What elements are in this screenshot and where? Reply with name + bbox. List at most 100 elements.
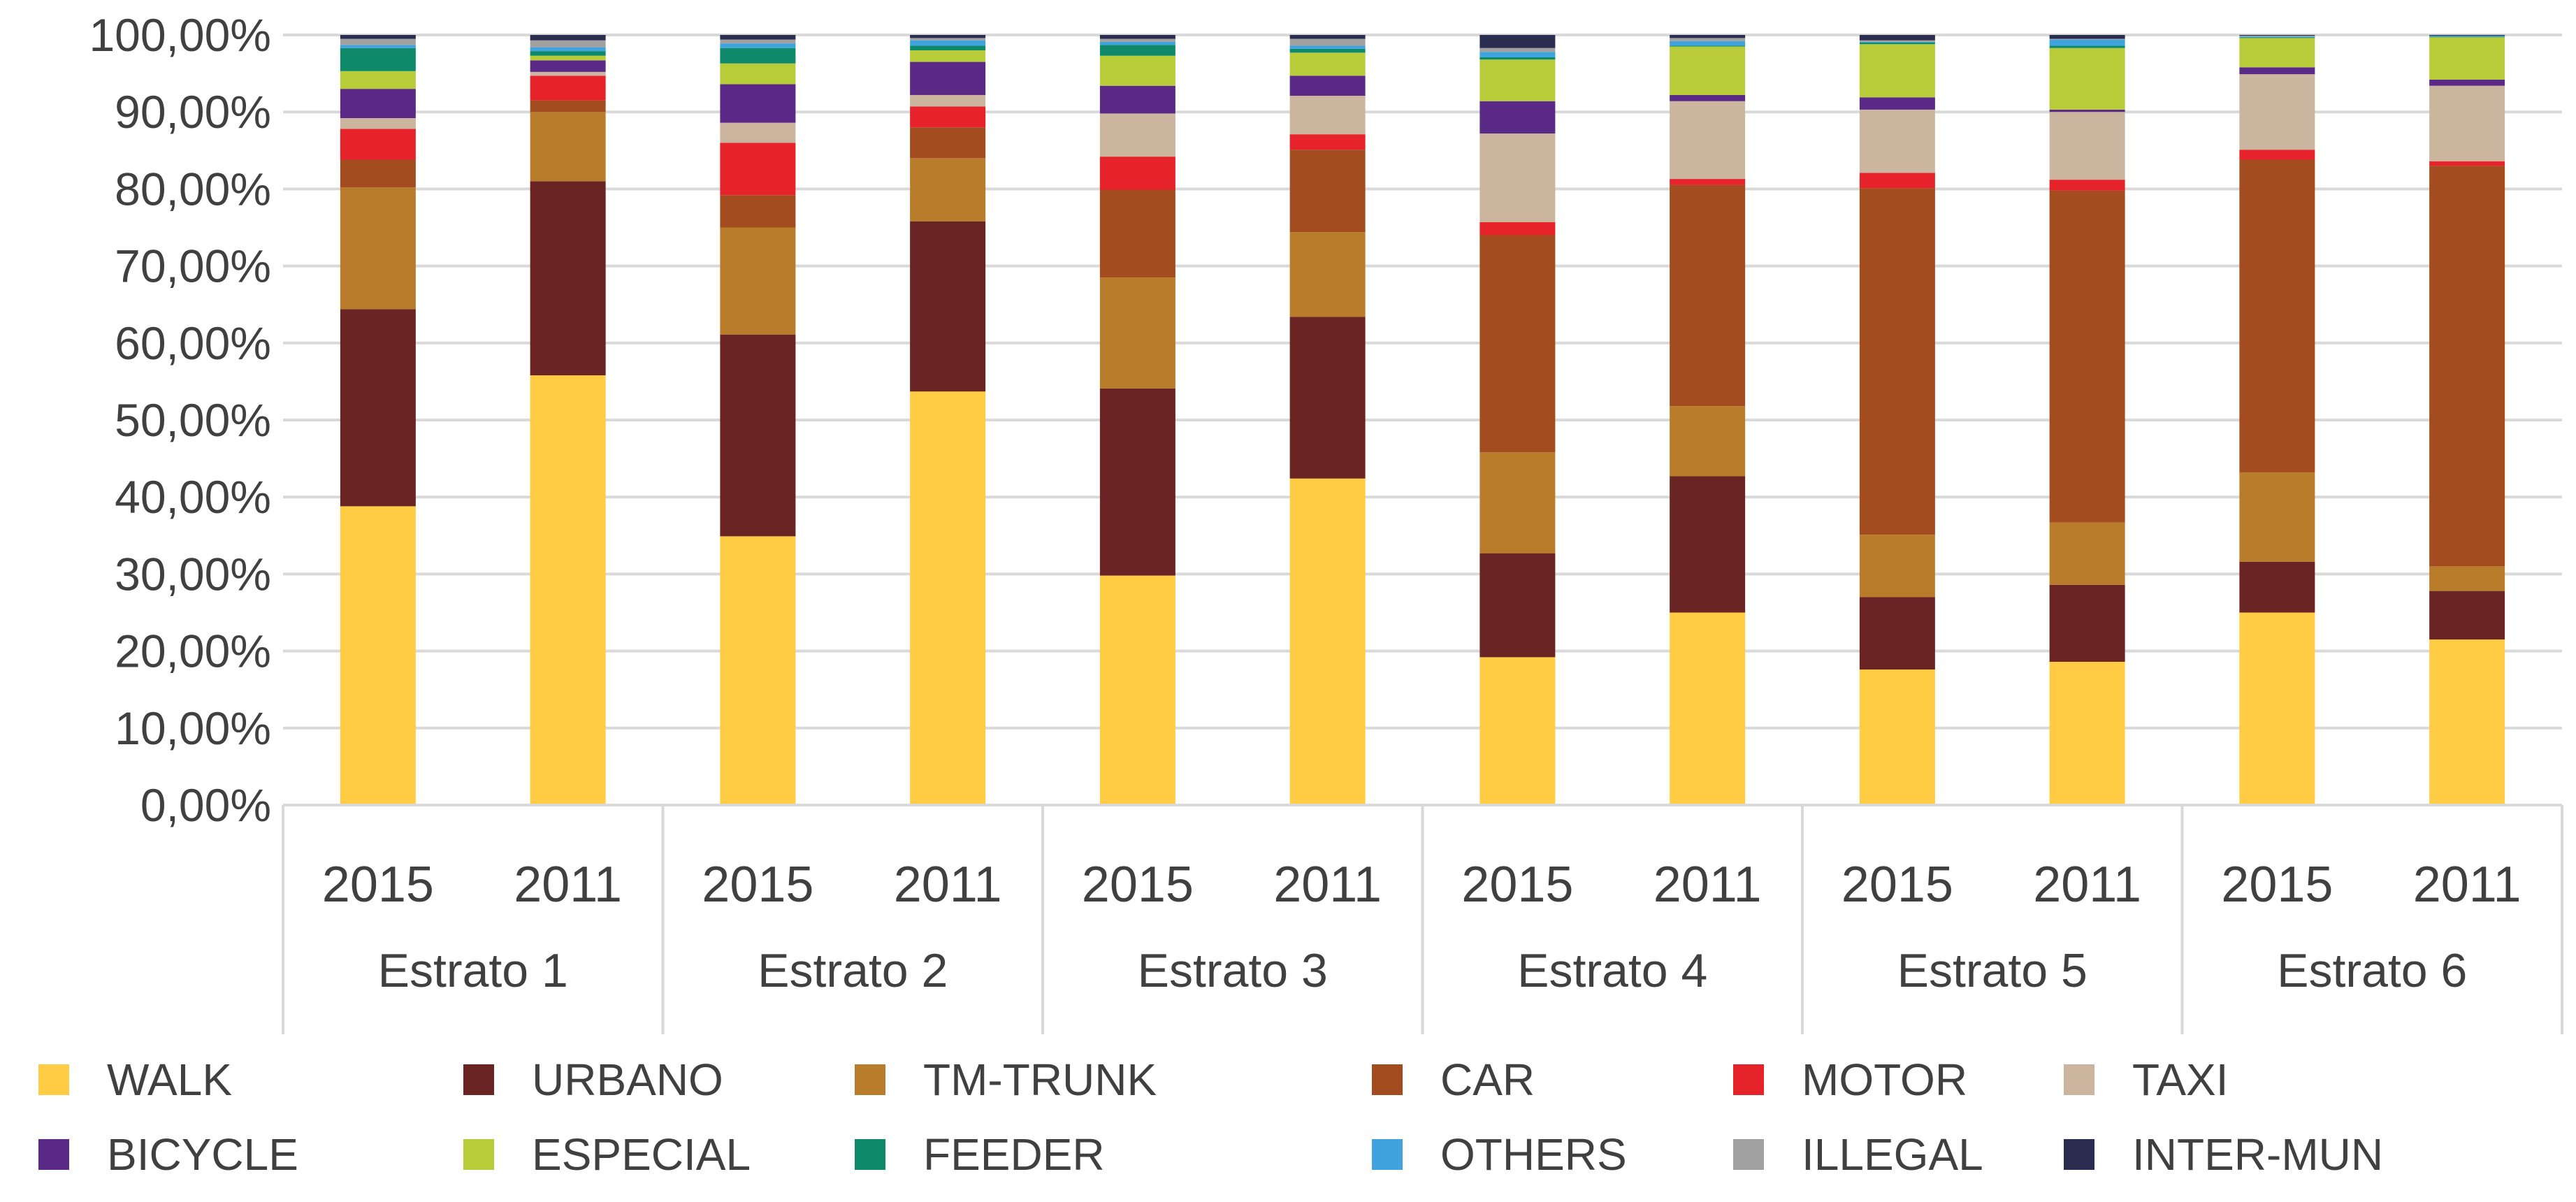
bar-segment-inter-mun — [1479, 35, 1556, 48]
bar-segment-illegal — [1859, 40, 1935, 42]
y-tick-label: 0,00% — [140, 779, 271, 831]
bar-segment-feeder — [1479, 57, 1556, 60]
x-tick-year-label: 2011 — [1654, 857, 1762, 913]
legend-item: TAXI — [2064, 1055, 2229, 1105]
bar-segment-motor — [530, 75, 606, 101]
bar-segment-taxi — [1670, 101, 1746, 180]
bar-segment-bicycle — [1670, 94, 1746, 101]
legend-swatch — [2064, 1064, 2094, 1095]
bar-segment-car — [1289, 150, 1366, 233]
legend-item: BICYCLE — [38, 1129, 298, 1180]
bar-segment-urbano — [910, 221, 986, 392]
legend-item: ILLEGAL — [1733, 1129, 1983, 1180]
bar-segment-feeder — [2239, 37, 2315, 38]
bar-segment-walk — [2049, 662, 2125, 805]
bar-segment-taxi — [1479, 133, 1556, 222]
legend-swatch — [1372, 1064, 1403, 1095]
bar-segment-urbano — [1670, 476, 1746, 613]
legend-label: MOTOR — [1802, 1055, 1967, 1105]
bar-segment-feeder — [2049, 45, 2125, 48]
bar-segment-others — [1289, 45, 1366, 49]
bar-segment-feeder — [1289, 48, 1366, 53]
bar-segment-especial — [1670, 46, 1746, 95]
bar-segment-especial — [2429, 37, 2505, 80]
y-tick-label: 80,00% — [115, 163, 271, 215]
bar-segment-car — [340, 159, 416, 188]
bar-segment-taxi — [2429, 85, 2505, 161]
bar-segment-car — [1099, 189, 1175, 278]
bar-segment-car — [1859, 188, 1935, 535]
legend-swatch — [463, 1139, 494, 1170]
bar-segment-illegal — [720, 39, 796, 44]
bar-segment-car — [2239, 159, 2315, 472]
bar-segment-others — [340, 45, 416, 48]
bar-segment-bicycle — [720, 84, 796, 123]
legend-item: WALK — [38, 1055, 232, 1105]
bar-segment-taxi — [2239, 74, 2315, 150]
bar-segment-motor — [1099, 157, 1175, 190]
bar-segment-others — [720, 43, 796, 48]
gridlines — [283, 34, 2562, 730]
bar-segment-inter-mun — [1099, 35, 1175, 39]
legend-item: ESPECIAL — [463, 1129, 751, 1180]
x-tick-year-label: 2011 — [2033, 857, 2141, 913]
bar-segment-taxi — [910, 94, 986, 107]
legend-item: TM-TRUNK — [855, 1055, 1157, 1105]
bar-segment-motor — [1479, 222, 1556, 236]
bar-segment-walk — [1859, 669, 1935, 805]
bars — [340, 35, 2505, 805]
x-tick-year-label: 2011 — [2413, 857, 2521, 913]
legend-swatch — [2064, 1139, 2094, 1170]
bar-segment-inter-mun — [720, 35, 796, 40]
bar-segment-feeder — [530, 51, 606, 56]
legend-swatch — [463, 1064, 494, 1095]
bar-segment-inter-mun — [2239, 35, 2315, 36]
x-tick-year-label: 2015 — [1461, 857, 1573, 913]
bar-segment-car — [1479, 235, 1556, 453]
x-group-label: Estrato 6 — [2277, 944, 2467, 997]
bar-segment-taxi — [340, 118, 416, 129]
bar-segment-urbano — [720, 334, 796, 537]
legend-swatch — [1733, 1139, 1764, 1170]
y-tick-label: 70,00% — [115, 240, 271, 292]
bar-segment-inter-mun — [340, 35, 416, 39]
bar-segment-urbano — [1289, 317, 1366, 479]
y-tick-label: 10,00% — [115, 702, 271, 754]
bar-segment-walk — [910, 391, 986, 805]
legend-swatch — [855, 1064, 885, 1095]
bar-segment-feeder — [720, 48, 796, 64]
legend-label: OTHERS — [1440, 1129, 1627, 1180]
bar-segment-urbano — [1859, 597, 1935, 670]
bar-segment-feeder — [1670, 45, 1746, 47]
bar-segment-motor — [1670, 179, 1746, 185]
bar-segment-tm-trunk — [1859, 535, 1935, 598]
bar-segment-especial — [910, 50, 986, 62]
bar-segment-bicycle — [340, 89, 416, 119]
bar-segment-especial — [530, 55, 606, 61]
bar-segment-urbano — [340, 309, 416, 507]
bar-segment-urbano — [530, 181, 606, 376]
bar-segment-illegal — [2049, 38, 2125, 40]
bar-segment-especial — [1479, 59, 1556, 101]
y-tick-label: 40,00% — [115, 471, 271, 523]
x-tick-year-label: 2011 — [1273, 857, 1382, 913]
legend-label: TM-TRUNK — [923, 1055, 1157, 1105]
x-group-label: Estrato 4 — [1517, 944, 1707, 997]
bar-segment-taxi — [2049, 112, 2125, 180]
bar-segment-illegal — [1479, 48, 1556, 52]
legend-label: URBANO — [532, 1055, 723, 1105]
legend-label: FEEDER — [923, 1129, 1105, 1180]
legend-label: CAR — [1440, 1055, 1535, 1105]
legend-label: INTER-MUN — [2132, 1129, 2383, 1180]
bar-segment-taxi — [1859, 109, 1935, 173]
bar-segment-motor — [2049, 180, 2125, 191]
bar-segment-walk — [1479, 657, 1556, 805]
bar-segment-others — [910, 40, 986, 46]
legend-label: BICYCLE — [107, 1129, 298, 1180]
bar-segment-inter-mun — [2429, 35, 2505, 36]
bar-segment-motor — [2429, 161, 2505, 166]
bar-segment-walk — [340, 506, 416, 805]
bar-segment-bicycle — [1289, 75, 1366, 96]
bar-segment-walk — [2239, 612, 2315, 805]
